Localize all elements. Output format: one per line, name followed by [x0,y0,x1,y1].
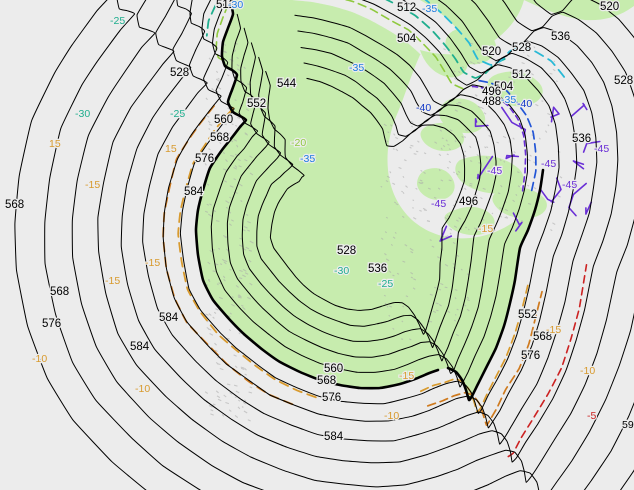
svg-text:512: 512 [512,69,531,81]
svg-text:-25: -25 [378,278,393,290]
svg-text:-15: -15 [546,324,561,336]
svg-text:-45: -45 [541,158,556,170]
svg-text:536: 536 [572,133,591,145]
svg-text:576: 576 [195,153,214,165]
svg-text:-15: -15 [85,179,100,191]
svg-text:568: 568 [50,286,69,298]
svg-text:15: 15 [165,143,177,155]
svg-text:520: 520 [600,1,619,13]
svg-text:-15: -15 [105,275,120,287]
svg-text:520: 520 [482,46,501,58]
svg-text:-45: -45 [431,198,446,210]
svg-text:528: 528 [337,245,356,257]
svg-text:-40: -40 [416,102,431,114]
svg-text:584: 584 [324,431,344,443]
svg-text:576: 576 [322,392,341,404]
svg-text:-40: -40 [517,98,532,110]
svg-text:15: 15 [49,138,61,150]
svg-text:-35: -35 [300,153,315,165]
svg-text:-45: -45 [487,165,502,177]
svg-text:528: 528 [512,42,531,54]
svg-text:584: 584 [159,312,179,324]
svg-text:-25: -25 [110,15,125,27]
svg-text:576: 576 [42,318,61,330]
svg-text:-10: -10 [32,353,47,365]
svg-text:-10: -10 [384,410,399,422]
svg-text:488: 488 [482,96,501,108]
svg-text:-35: -35 [501,94,516,106]
svg-text:528: 528 [170,67,189,79]
svg-text:-45: -45 [594,143,609,155]
svg-text:-45: -45 [562,179,577,191]
svg-text:-30: -30 [228,0,243,11]
svg-text:568: 568 [317,375,336,387]
svg-text:584: 584 [130,341,150,353]
svg-text:552: 552 [518,309,537,321]
svg-text:-15: -15 [478,223,493,235]
svg-text:-10: -10 [580,365,595,377]
svg-text:496: 496 [459,196,478,208]
svg-text:-30: -30 [334,265,349,277]
svg-text:568: 568 [210,132,229,144]
svg-text:576: 576 [521,350,540,362]
svg-text:560: 560 [324,363,343,375]
svg-text:-30: -30 [75,108,90,120]
svg-text:-35: -35 [349,62,364,74]
svg-text:59: 59 [622,419,634,431]
svg-text:536: 536 [551,31,570,43]
svg-text:-5: -5 [587,410,596,422]
svg-text:-10: -10 [135,383,150,395]
svg-text:504: 504 [397,33,417,45]
svg-text:-15: -15 [145,257,160,269]
svg-text:-35: -35 [422,3,437,15]
svg-text:560: 560 [214,114,233,126]
svg-text:568: 568 [5,199,24,211]
svg-text:528: 528 [614,75,633,87]
svg-text:-20: -20 [291,137,306,149]
svg-text:584: 584 [184,186,204,198]
svg-text:544: 544 [277,78,297,90]
svg-text:-25: -25 [170,108,185,120]
svg-text:512: 512 [397,2,416,14]
svg-text:552: 552 [247,98,266,110]
svg-text:-15: -15 [399,370,414,382]
svg-text:536: 536 [368,263,387,275]
